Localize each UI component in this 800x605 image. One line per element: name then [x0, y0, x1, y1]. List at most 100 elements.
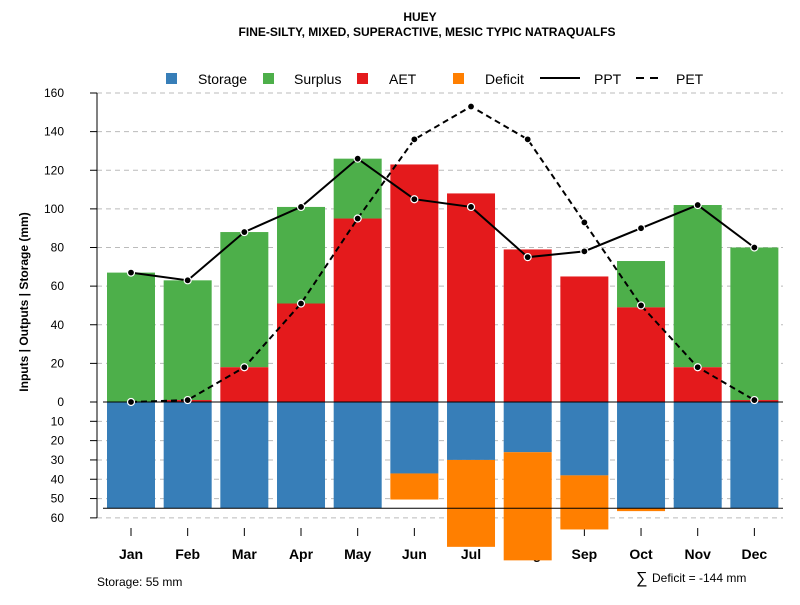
- y-tick-label: 20: [51, 356, 65, 370]
- bar-aet: [220, 367, 269, 402]
- point-pet: [240, 363, 249, 372]
- point-pet: [693, 363, 702, 372]
- point-pet: [353, 214, 362, 223]
- line-pet: [130, 105, 755, 403]
- y-tick-label: 120: [44, 163, 64, 177]
- bar-surplus: [107, 272, 155, 402]
- x-tick-label: Oct: [629, 546, 653, 562]
- y-tick-label: 20: [51, 434, 65, 448]
- point-pet: [636, 301, 646, 310]
- bar-surplus: [673, 205, 722, 368]
- deficit-annotation: Deficit = -144 mm: [652, 571, 746, 585]
- point-ppt: [126, 268, 136, 277]
- legend-label-ppt: PPT: [594, 71, 622, 87]
- bar-aet: [560, 276, 609, 402]
- bar-aet: [503, 249, 552, 402]
- bar-storage: [730, 402, 779, 509]
- sigma-symbol: ∑: [636, 570, 647, 587]
- bar-storage: [220, 402, 269, 509]
- bar-aet: [333, 218, 382, 402]
- bar-deficit: [503, 452, 552, 561]
- point-ppt: [240, 227, 249, 237]
- line-ppt: [130, 157, 755, 282]
- bar-storage: [447, 402, 496, 460]
- legend-label-pet: PET: [676, 71, 704, 87]
- bar-surplus: [163, 280, 212, 401]
- legend-swatch-aet: [357, 73, 368, 84]
- x-tick-label: Jun: [402, 546, 427, 562]
- x-tick-label: Feb: [175, 546, 200, 562]
- storage-annotation: Storage: 55 mm: [97, 575, 182, 589]
- point-ppt: [693, 200, 702, 210]
- bar-aet: [673, 367, 722, 402]
- x-tick-label: Apr: [289, 546, 314, 562]
- bar-storage: [673, 402, 722, 509]
- y-tick-label: 40: [51, 318, 65, 332]
- point-pet: [296, 299, 306, 308]
- bar-surplus: [220, 232, 269, 368]
- legend-swatch-deficit: [453, 73, 464, 84]
- bar-storage: [560, 402, 609, 476]
- bar-deficit: [560, 475, 609, 530]
- x-tick-label: Sep: [572, 546, 598, 562]
- y-tick-label: 40: [51, 472, 65, 486]
- bar-deficit: [617, 508, 666, 512]
- y-tick-label: 30: [51, 453, 65, 467]
- point-ppt: [750, 243, 759, 252]
- bar-surplus: [333, 158, 382, 219]
- legend-label-surplus: Surplus: [294, 71, 341, 87]
- chart-subtitle: FINE-SILTY, MIXED, SUPERACTIVE, MESIC TY…: [239, 25, 616, 39]
- bar-surplus: [617, 261, 666, 308]
- point-ppt: [523, 253, 532, 262]
- x-tick-label: Jul: [461, 546, 481, 562]
- x-tick-label: Dec: [742, 546, 768, 562]
- y-tick-label: 100: [44, 202, 64, 216]
- x-tick-label: Nov: [684, 546, 711, 562]
- point-ppt: [183, 276, 192, 285]
- bar-aet: [277, 303, 326, 402]
- legend-label-storage: Storage: [198, 71, 247, 87]
- bar-storage: [107, 402, 155, 509]
- y-tick-label: 140: [44, 125, 64, 139]
- point-ppt: [353, 154, 362, 163]
- point-ppt: [296, 202, 306, 212]
- bar-aet: [617, 307, 666, 402]
- bar-storage: [390, 402, 439, 474]
- bar-aet: [447, 193, 496, 402]
- legend-swatch-surplus: [263, 73, 274, 84]
- point-pet: [126, 397, 136, 407]
- y-tick-label: 60: [51, 279, 65, 293]
- bar-surplus: [730, 247, 779, 401]
- y-tick-label: 0: [57, 395, 64, 409]
- point-ppt: [580, 247, 589, 256]
- x-tick-label: Mar: [232, 546, 257, 562]
- legend-label-aet: AET: [389, 71, 417, 87]
- x-tick-label: Jan: [119, 546, 143, 562]
- bar-storage: [163, 402, 212, 509]
- point-pet: [523, 135, 532, 144]
- bar-surplus: [277, 206, 326, 304]
- point-pet: [580, 218, 589, 227]
- bar-storage: [333, 402, 382, 509]
- point-ppt: [410, 195, 419, 204]
- bar-storage: [277, 402, 326, 509]
- bar-storage: [503, 402, 552, 453]
- point-pet: [410, 135, 419, 144]
- point-pet: [750, 395, 759, 405]
- point-pet: [183, 395, 192, 405]
- legend-swatch-storage: [166, 73, 177, 84]
- y-tick-label: 50: [51, 492, 65, 506]
- y-tick-label: 60: [51, 511, 65, 525]
- point-pet: [466, 102, 476, 111]
- y-axis-label: Inputs | Outputs | Storage (mm): [17, 212, 31, 391]
- y-tick-label: 10: [51, 414, 65, 428]
- point-ppt: [466, 202, 476, 212]
- bar-deficit: [447, 459, 496, 547]
- bar-storage: [617, 402, 666, 509]
- point-ppt: [636, 224, 646, 233]
- legend-label-deficit: Deficit: [485, 71, 524, 87]
- y-tick-label: 160: [44, 86, 64, 100]
- y-tick-label: 80: [51, 241, 65, 255]
